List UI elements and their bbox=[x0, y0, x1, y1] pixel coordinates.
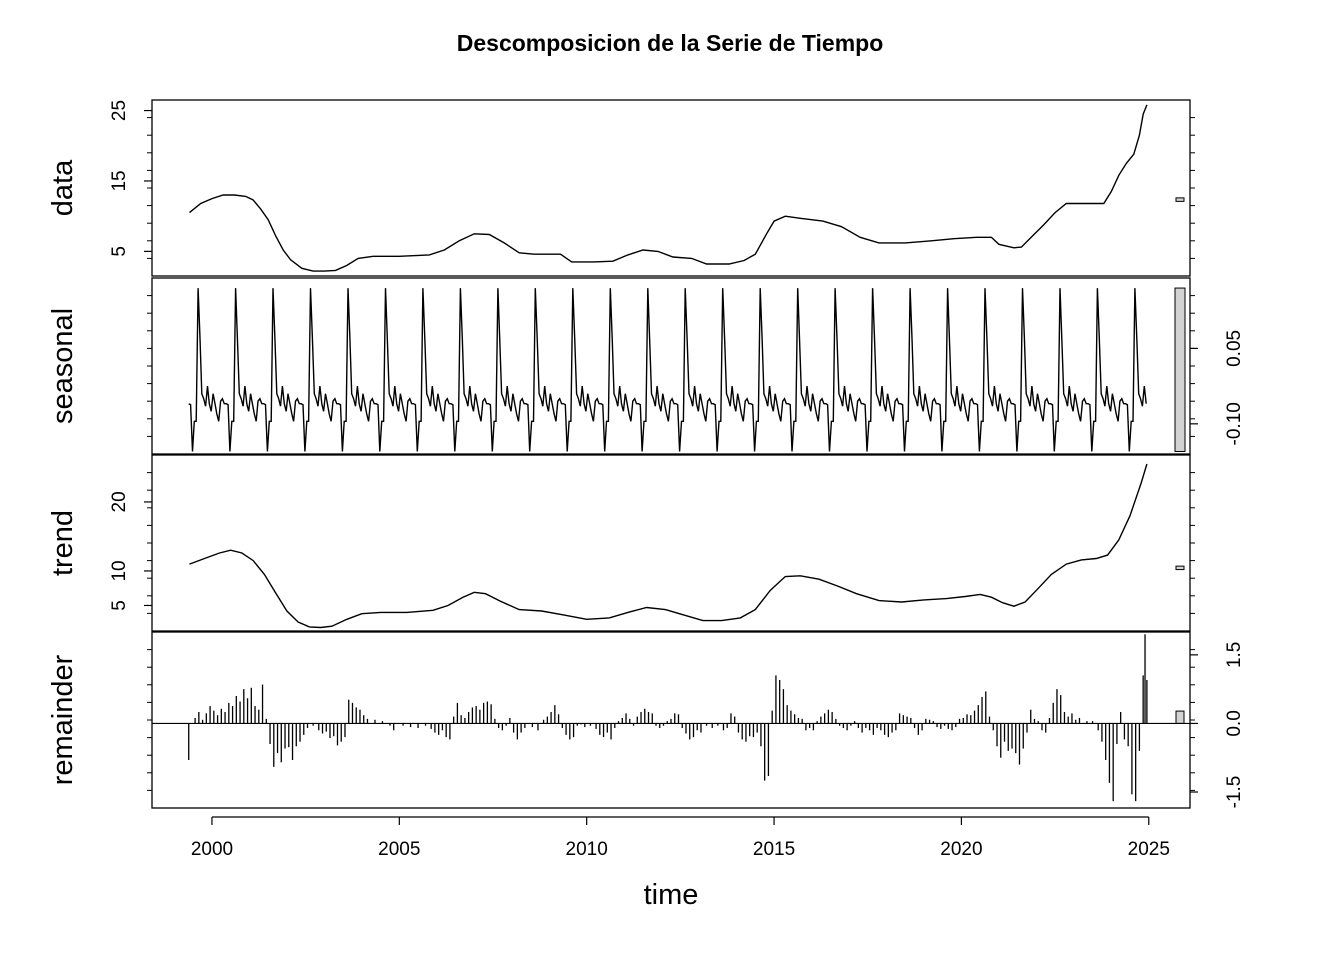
y-axis-label: seasonal bbox=[47, 308, 79, 424]
scale-bar bbox=[1174, 287, 1186, 452]
y-axis-label: trend bbox=[47, 510, 79, 576]
data-line bbox=[189, 104, 1148, 272]
panel-seasonal: seasonal 0.05 -0.10 bbox=[47, 277, 1245, 455]
trend-line bbox=[189, 463, 1148, 629]
y-tick-label: 5 bbox=[109, 600, 130, 611]
y-tick-label: 25 bbox=[109, 100, 130, 121]
panels: data 5 15 25 seasonal 0.05 -0.10 trend 5 10 20 rema… bbox=[47, 99, 1245, 809]
x-tick-label: 2000 bbox=[191, 839, 233, 860]
panel-data: data 5 15 25 bbox=[47, 99, 1195, 277]
seasonal-line bbox=[188, 288, 1147, 452]
panel-remainder: remainder 1.5 0.0 -1.5 bbox=[47, 631, 1245, 809]
panel-frame bbox=[151, 454, 1191, 632]
y-tick-label: 10 bbox=[109, 560, 130, 581]
x-axis: 2000 2005 2010 2015 2020 2025 bbox=[191, 816, 1170, 860]
panel-frame bbox=[151, 277, 1191, 455]
x-tick-label: 2005 bbox=[378, 839, 420, 860]
x-tick-label: 2010 bbox=[566, 839, 608, 860]
scale-bar bbox=[1175, 710, 1185, 724]
x-tick-label: 2025 bbox=[1128, 839, 1170, 860]
y-tick-label: 1.5 bbox=[1224, 642, 1245, 668]
y-tick-label: 0.0 bbox=[1224, 710, 1245, 736]
y-axis-label: data bbox=[47, 159, 79, 216]
y-tick-label: 5 bbox=[109, 246, 130, 257]
panel-trend: trend 5 10 20 bbox=[47, 454, 1195, 632]
y-tick-label: 0.05 bbox=[1224, 330, 1245, 367]
x-tick-label: 2015 bbox=[753, 839, 795, 860]
y-tick-label: 15 bbox=[109, 170, 130, 191]
chart-title: Descomposicion de la Serie de Tiempo bbox=[457, 30, 884, 56]
x-tick-label: 2020 bbox=[940, 839, 982, 860]
scale-bar bbox=[1175, 565, 1185, 571]
y-tick-label: 20 bbox=[109, 491, 130, 512]
scale-bar bbox=[1175, 197, 1185, 202]
y-tick-label: -0.10 bbox=[1224, 402, 1245, 445]
x-axis-label: time bbox=[644, 879, 699, 911]
y-axis-label: remainder bbox=[47, 654, 79, 785]
panel-frame bbox=[151, 99, 1191, 277]
y-tick-label: -1.5 bbox=[1224, 776, 1245, 809]
